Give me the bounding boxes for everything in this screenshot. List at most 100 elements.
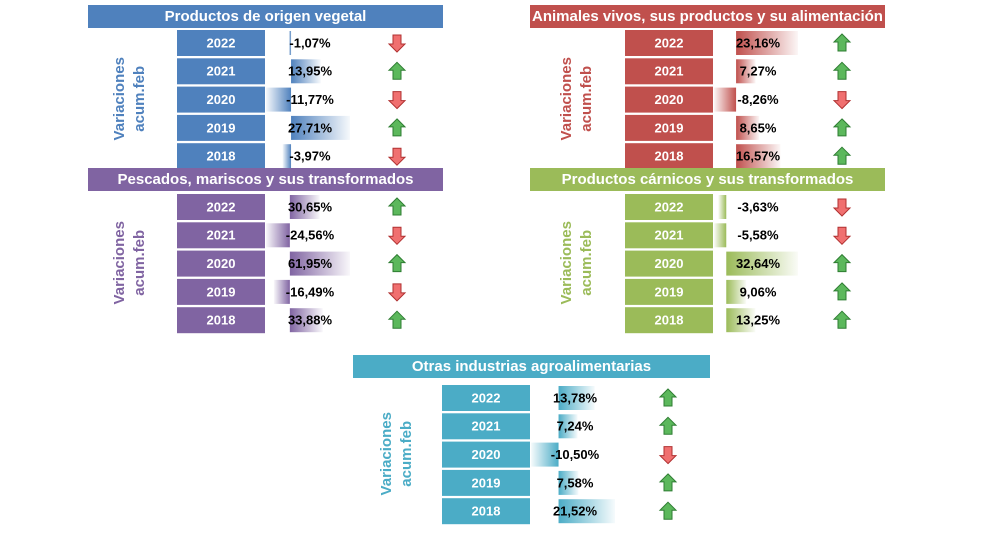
side-label: Variaciones	[378, 412, 395, 495]
year: 2019	[655, 120, 684, 135]
arrow-up	[387, 253, 407, 273]
year-cell	[177, 307, 265, 334]
value-label: -11,77%	[286, 92, 334, 107]
value-label: -3,97%	[289, 149, 331, 164]
arrow-up	[658, 388, 678, 407]
arrow-up	[832, 61, 852, 80]
value-label: 16,57%	[736, 149, 781, 164]
year-cell	[625, 194, 713, 220]
data-bar	[714, 223, 727, 248]
year: 2020	[207, 256, 236, 271]
year-cell	[177, 58, 265, 85]
year: 2019	[207, 120, 236, 135]
year: 2019	[655, 284, 684, 299]
arrow-up	[387, 61, 407, 80]
arrow-up	[387, 197, 407, 216]
arrow-up	[832, 146, 852, 165]
arrow-up	[658, 473, 678, 492]
year-cell	[625, 222, 713, 249]
panel-title-bar	[353, 355, 710, 378]
year: 2018	[655, 313, 684, 328]
arrow-down	[387, 91, 407, 110]
data-bar	[726, 279, 747, 304]
year-cell	[177, 143, 265, 170]
year-cell	[625, 30, 713, 56]
data-bar	[714, 87, 737, 112]
year-cell	[177, 194, 265, 220]
year-cell	[442, 413, 530, 440]
data-bar	[736, 31, 798, 55]
arrow-down	[832, 226, 852, 246]
year-cell	[625, 58, 713, 85]
panel: Otras industrias agroalimentarias Variaci…	[353, 355, 710, 525]
data-bar	[736, 115, 760, 140]
panel-title: Otras industrias agroalimentarias	[412, 358, 651, 375]
year: 2020	[472, 447, 501, 462]
arrow-up	[658, 416, 678, 435]
value-label: -24,56%	[286, 228, 335, 243]
value-label: -10,50%	[551, 447, 600, 462]
arrow-up	[832, 310, 852, 329]
data-bar	[291, 59, 321, 84]
panel-title-bar	[88, 5, 443, 28]
year: 2021	[655, 64, 684, 79]
side-label: acum.feb	[131, 230, 148, 296]
data-bar	[718, 195, 727, 219]
side-label: Variaciones	[558, 221, 575, 304]
value-label: -16,49%	[286, 284, 335, 299]
year-cell	[625, 278, 713, 305]
year-cell	[177, 250, 265, 277]
arrow-up	[658, 501, 678, 520]
panel-title-bar	[530, 168, 885, 191]
year: 2019	[472, 475, 501, 490]
data-bar	[273, 279, 290, 304]
data-bar	[726, 251, 798, 276]
year: 2018	[655, 149, 684, 164]
data-bar	[558, 414, 578, 439]
value-label: 8,65%	[740, 120, 777, 135]
year: 2020	[207, 92, 236, 107]
year-cell	[442, 469, 530, 496]
arrow-down	[832, 198, 852, 217]
arrow-down	[387, 283, 407, 302]
year-cell	[177, 86, 265, 113]
data-bar	[736, 144, 781, 169]
year-cell	[177, 222, 265, 249]
arrow-down	[387, 226, 407, 246]
side-label: acum.feb	[131, 66, 148, 132]
arrow-up	[832, 253, 852, 273]
year-cell	[177, 114, 265, 141]
panel-title: Pescados, mariscos y sus transformados	[118, 171, 414, 188]
year: 2018	[207, 313, 236, 328]
data-bar	[288, 31, 292, 55]
panel-title: Productos cárnicos y sus transformados	[562, 171, 854, 188]
year-cell	[177, 30, 265, 56]
year: 2021	[472, 419, 501, 434]
arrow-down	[832, 91, 852, 110]
side-label: acum.feb	[578, 230, 595, 296]
value-label: 7,58%	[557, 475, 594, 490]
data-bar	[266, 87, 292, 112]
year-cell	[625, 250, 713, 277]
arrow-up	[832, 118, 852, 137]
arrow-down	[387, 34, 407, 53]
value-label: 32,64%	[736, 256, 781, 271]
panel: Productos cárnicos y sus transformados Va…	[530, 168, 885, 334]
side-label: acum.feb	[578, 66, 595, 132]
value-label: 30,65%	[288, 199, 333, 214]
data-bar	[736, 59, 756, 84]
year: 2020	[655, 92, 684, 107]
year: 2022	[655, 35, 684, 50]
value-label: 23,16%	[736, 35, 781, 50]
data-bar	[266, 223, 290, 248]
year-cell	[177, 278, 265, 305]
year: 2021	[207, 64, 236, 79]
panel-title: Productos de origen vegetal	[165, 8, 367, 25]
year: 2022	[207, 199, 236, 214]
value-label: 13,78%	[553, 390, 598, 405]
year: 2020	[655, 256, 684, 271]
year-cell	[442, 441, 530, 468]
arrow-up	[387, 118, 407, 137]
panel: Productos de origen vegetal Variaciones ac…	[88, 5, 443, 170]
value-label: 9,06%	[740, 284, 777, 299]
